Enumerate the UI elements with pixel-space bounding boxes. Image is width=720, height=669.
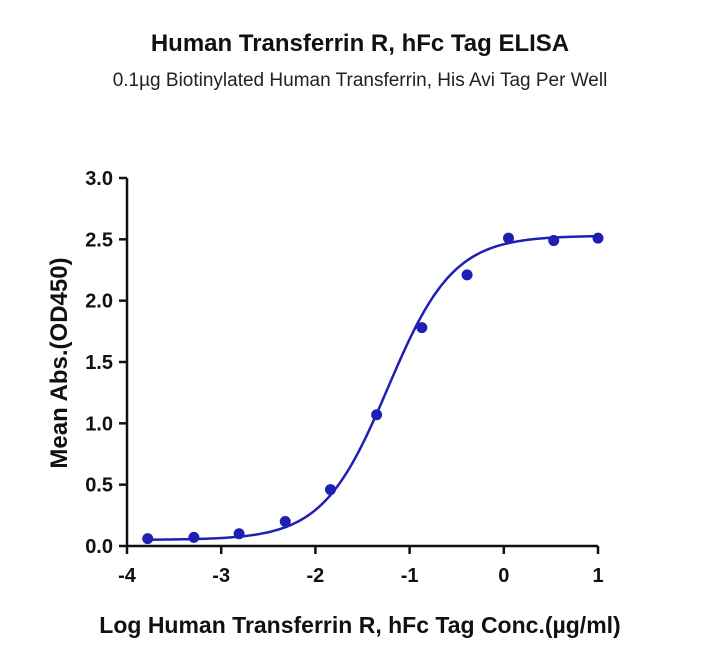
x-tick-label: 0 [498, 565, 509, 587]
y-tick-label: 0.0 [85, 536, 113, 558]
data-point [371, 409, 383, 421]
x-tick-label: -3 [212, 565, 230, 587]
chart-title: Human Transferrin R, hFc Tag ELISA [150, 30, 570, 57]
x-tick-label: -1 [401, 565, 419, 587]
data-point [279, 515, 291, 527]
data-point [324, 484, 336, 496]
data-point [188, 531, 200, 543]
y-tick-label: 1.0 [85, 413, 113, 435]
data-point [142, 533, 154, 545]
chart-subtitle: 0.1µg Biotinylated Human Transferrin, Hi… [112, 70, 608, 91]
x-tick-label: 1 [592, 565, 603, 587]
data-point [416, 322, 428, 334]
data-point [592, 232, 604, 244]
y-axis-title: Mean Abs.(OD450) [46, 257, 73, 469]
y-tick-label: 2.0 [85, 291, 113, 313]
y-tick-label: 1.5 [85, 352, 113, 374]
x-axis-title: Log Human Transferrin R, hFc Tag Conc.(µ… [99, 612, 621, 638]
data-point [461, 269, 473, 281]
data-point [548, 235, 560, 247]
y-tick-label: 0.5 [85, 475, 113, 497]
y-tick-label: 2.5 [85, 229, 113, 251]
data-point [503, 232, 515, 244]
x-tick-label: -4 [118, 565, 137, 587]
data-point [233, 528, 245, 540]
y-tick-label: 3.0 [85, 168, 113, 190]
fit-curve [147, 234, 599, 541]
x-tick-label: -2 [307, 565, 325, 587]
